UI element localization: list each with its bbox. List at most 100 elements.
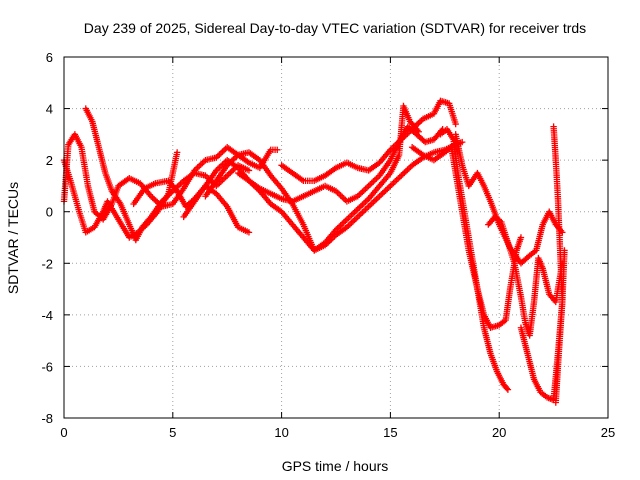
data-point	[245, 167, 253, 174]
data-point	[353, 215, 360, 222]
y-tick-label: 4	[46, 102, 53, 117]
data-point	[366, 181, 374, 188]
data-point	[362, 206, 369, 213]
data-point	[371, 197, 379, 204]
data-point	[504, 386, 512, 393]
data-point	[370, 178, 377, 185]
series-trace-1	[60, 131, 281, 223]
data-point	[346, 213, 354, 220]
data-point	[220, 175, 228, 182]
data-point	[360, 187, 368, 194]
data-point	[416, 118, 424, 126]
data-point	[391, 178, 399, 185]
data-point	[452, 120, 459, 128]
y-tick-label: -2	[41, 256, 53, 271]
x-tick-label: 15	[383, 425, 397, 440]
data-point	[404, 166, 411, 173]
data-point	[351, 216, 358, 224]
data-point	[394, 175, 402, 182]
data-point	[379, 190, 386, 197]
data-point	[348, 219, 355, 226]
data-point	[362, 185, 369, 193]
data-point	[384, 185, 391, 193]
data-point	[362, 198, 369, 205]
y-tick-label: 0	[46, 205, 53, 220]
data-point	[335, 190, 343, 198]
data-point	[390, 179, 397, 187]
series-trace-12	[485, 213, 566, 339]
data-point	[357, 210, 365, 218]
data-point	[342, 217, 349, 225]
data-point	[387, 182, 394, 190]
data-point	[227, 169, 234, 176]
data-point	[370, 198, 377, 206]
data-point	[337, 222, 344, 229]
data-point	[363, 197, 371, 204]
data-point	[414, 127, 421, 134]
data-point	[175, 181, 183, 189]
data-point	[339, 220, 346, 228]
y-tick-label: 2	[46, 153, 53, 168]
data-point	[197, 161, 204, 168]
data-point	[150, 195, 158, 203]
data-point	[343, 216, 351, 223]
data-point	[385, 184, 393, 191]
data-point	[274, 146, 281, 154]
data-point	[405, 165, 413, 172]
data-point	[552, 399, 559, 406]
x-tick-label: 0	[60, 425, 67, 440]
grid-lines	[64, 57, 608, 418]
x-tick-label: 10	[274, 425, 288, 440]
data-point	[245, 229, 253, 236]
data-point	[517, 234, 525, 241]
data-point	[359, 188, 366, 196]
data-point	[222, 173, 229, 181]
data-point	[380, 188, 388, 196]
data-point	[349, 218, 357, 225]
data-point	[339, 193, 346, 201]
data-point	[357, 202, 365, 210]
data-point	[351, 208, 358, 216]
data-point	[388, 181, 396, 188]
series-trace-8	[278, 97, 459, 184]
data-point	[216, 164, 223, 171]
data-point	[356, 204, 363, 211]
data-point	[359, 209, 366, 216]
y-tick-label: 6	[46, 50, 53, 65]
data-point	[360, 200, 368, 207]
series-trace-3	[82, 105, 253, 244]
series-trace-7	[234, 138, 466, 254]
data-point	[219, 148, 226, 155]
data-point	[356, 212, 363, 219]
series-trace-2	[60, 149, 181, 241]
data-point	[353, 207, 360, 214]
data-point	[360, 207, 368, 215]
data-point	[340, 219, 347, 226]
series-trace-14	[550, 123, 566, 406]
y-axis-label: SDTVAR / TECUs	[5, 182, 21, 294]
data-point	[363, 184, 371, 191]
data-point	[199, 159, 206, 167]
data-point	[196, 162, 203, 170]
data-point	[415, 128, 422, 135]
data-point	[366, 201, 374, 209]
data-point	[225, 170, 232, 178]
data-point	[399, 170, 407, 178]
y-tick-label: -6	[41, 359, 53, 374]
y-tick-label: -8	[41, 411, 53, 426]
data-point	[503, 385, 511, 392]
data-point	[177, 180, 184, 187]
data-point	[357, 190, 365, 197]
data-point	[373, 175, 380, 182]
data-point	[363, 204, 371, 212]
data-point	[345, 214, 352, 222]
data-point	[373, 195, 380, 203]
data-point	[382, 187, 389, 194]
data-point	[359, 201, 366, 208]
data-point	[216, 151, 223, 158]
data-point	[194, 164, 201, 171]
x-tick-label: 5	[169, 425, 176, 440]
data-point	[346, 221, 354, 228]
data-points	[60, 97, 568, 406]
